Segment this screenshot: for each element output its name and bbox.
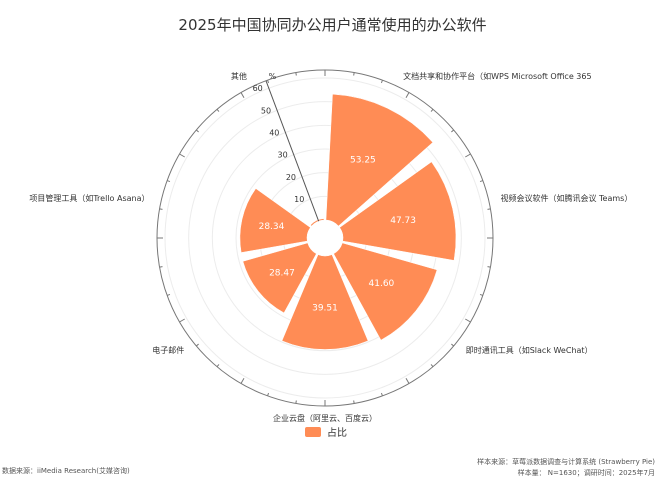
outer-tick xyxy=(159,266,163,268)
sample-source: 样本来源：草莓派数据调查与计算系统 (Strawberry Pie) xyxy=(477,458,655,466)
radial-unit-label: % xyxy=(269,72,277,81)
outer-tick xyxy=(479,180,484,183)
outer-tick xyxy=(179,318,185,323)
category-label-0: 文档共享和协作平台（如WPS Microsoft Office 365 xyxy=(403,71,591,81)
bar-3[interactable] xyxy=(281,254,369,350)
outer-tick xyxy=(465,318,471,323)
radial-tick-label: 60 xyxy=(253,84,263,93)
bar-0[interactable] xyxy=(325,93,434,227)
bar-4[interactable] xyxy=(242,242,317,314)
legend-label: 占比 xyxy=(327,428,347,439)
outer-tick xyxy=(487,266,491,268)
radial-tick-label: 30 xyxy=(278,151,288,160)
bars: 53.25 47.73 41.60 39.51 28.47 28.34 0.61 xyxy=(239,93,457,350)
bar-2[interactable] xyxy=(333,242,438,341)
outer-tick xyxy=(295,400,297,404)
category-label-5: 项目管理工具（如Trello Asana） xyxy=(29,193,149,203)
outer-tick xyxy=(166,180,171,183)
outer-tick xyxy=(405,378,410,384)
legend[interactable]: 占比 xyxy=(305,424,347,439)
outer-tick xyxy=(405,92,410,98)
outer-tick xyxy=(295,72,297,76)
radial-tick-label: 20 xyxy=(286,173,296,182)
category-label-4: 电子邮件 xyxy=(152,345,184,355)
outer-tick xyxy=(353,400,355,404)
data-label-3: 39.51 xyxy=(312,303,338,313)
data-label-2: 41.60 xyxy=(369,279,395,289)
legend-swatch xyxy=(305,426,321,437)
outer-tick xyxy=(479,293,484,296)
outer-tick xyxy=(380,392,383,397)
outer-tick xyxy=(240,378,245,384)
outer-tick xyxy=(380,79,383,84)
outer-tick xyxy=(195,343,199,347)
outer-tick xyxy=(430,108,434,112)
outer-tick xyxy=(216,108,220,112)
outer-tick xyxy=(353,72,355,76)
category-label-6: 其他 xyxy=(231,71,247,81)
category-label-1: 视频会议软件（如腾讯会议 Teams） xyxy=(500,193,632,203)
outer-tick xyxy=(166,293,171,296)
data-label-1: 47.73 xyxy=(390,216,416,226)
radial-tick-label: 10 xyxy=(294,195,304,204)
data-label-0: 53.25 xyxy=(350,155,376,165)
radial-axis: 10 20 30 40 50 60% xyxy=(253,72,320,222)
outer-tick xyxy=(487,208,491,210)
outer-tick xyxy=(195,129,199,133)
outer-tick xyxy=(267,392,270,397)
bar-6[interactable] xyxy=(310,218,325,227)
data-source: 数据来源：iiMedia Research(艾媒咨询) xyxy=(2,467,130,475)
sample-info: 样本来源：草莓派数据调查与计算系统 (Strawberry Pie) 样本量： … xyxy=(477,457,655,479)
category-labels: 文档共享和协作平台（如WPS Microsoft Office 365 视频会议软… xyxy=(29,71,632,423)
outer-tick xyxy=(267,79,270,84)
data-label-6: 0.61 xyxy=(302,207,322,217)
data-label-4: 28.47 xyxy=(269,268,295,278)
data-label-5: 28.34 xyxy=(259,222,285,232)
outer-tick xyxy=(216,364,220,368)
radial-axis-line xyxy=(265,80,320,222)
chart-title: 2025年中国协同办公用户通常使用的办公软件 xyxy=(178,16,487,34)
outer-tick xyxy=(240,92,245,98)
grid-circle xyxy=(164,77,486,399)
radial-tick-label: 40 xyxy=(269,129,279,138)
outer-tick xyxy=(451,129,455,133)
category-label-3: 企业云盘（阿里云、百度云） xyxy=(273,413,377,423)
sample-size: 样本量： N=1630；调研时间：2025年7月 xyxy=(517,469,655,477)
radial-tick-label: 50 xyxy=(261,106,271,115)
outer-tick xyxy=(451,343,455,347)
grid-circle xyxy=(188,101,462,375)
category-label-2: 即时通讯工具（如Slack WeChat） xyxy=(466,345,593,355)
outer-tick xyxy=(159,208,163,210)
bar-5[interactable] xyxy=(239,188,311,253)
outer-tick xyxy=(430,364,434,368)
bar-1[interactable] xyxy=(339,161,457,261)
outer-tick xyxy=(465,153,471,158)
outer-tick xyxy=(179,153,185,158)
